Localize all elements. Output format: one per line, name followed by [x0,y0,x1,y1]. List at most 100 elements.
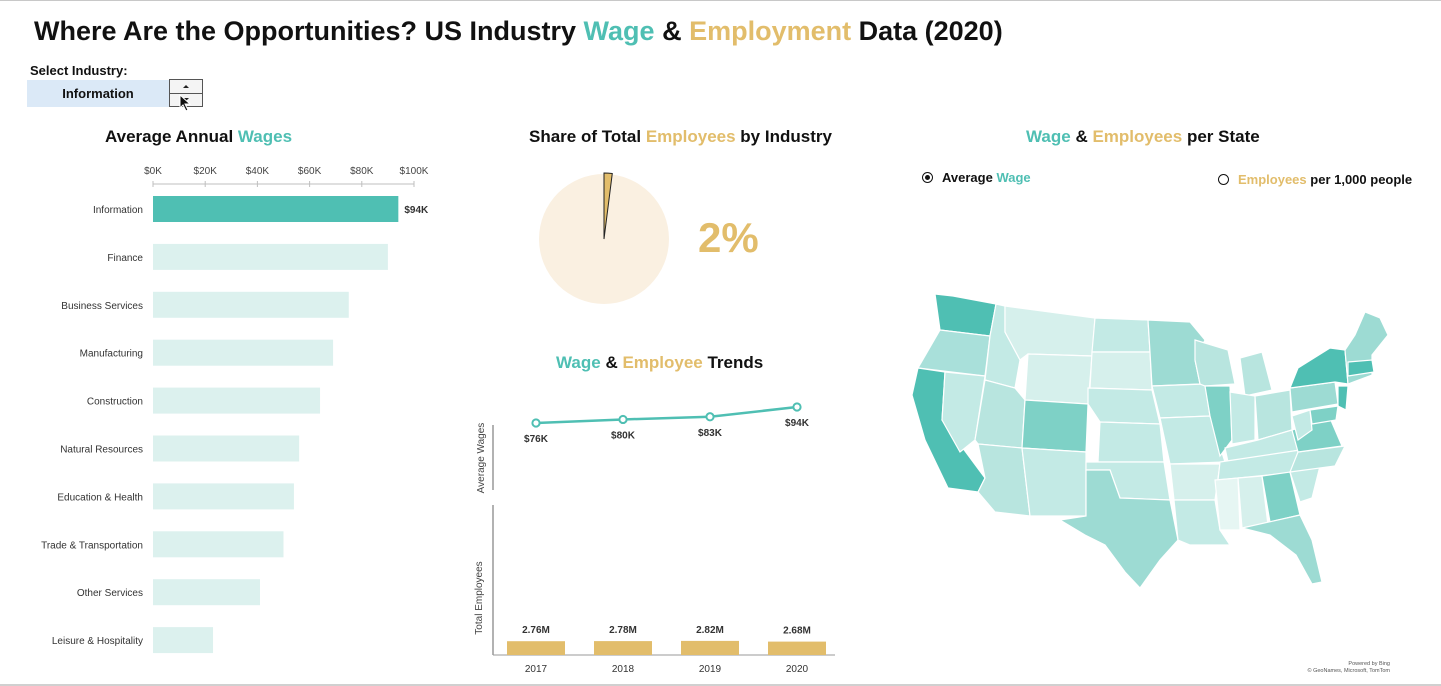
employees-x-tick-label: 2019 [699,664,722,675]
state-in [1229,391,1256,445]
state-tx [1058,469,1179,589]
wages-chart-title: Average Annual Wages [105,127,292,147]
wages-x-tick-label: $0K [144,166,162,177]
wage-trend-line [535,405,798,425]
map-credit-line1: Powered by Bing [1348,661,1390,667]
radio-selected-icon[interactable] [922,172,933,184]
radio-emp-label-a: Employees [1238,172,1307,187]
share-title-b: Employees [645,127,736,146]
state-title-c: Employees [1092,127,1183,146]
state-nm [1021,447,1087,517]
wages-bar [153,627,214,654]
employees-bar [594,641,652,655]
wages-bar [153,435,300,462]
state-title-a: Wage [1026,127,1071,146]
wage-trend-point [705,412,715,422]
employees-bar-label: 2.82M [696,625,724,636]
state-ia [1151,383,1211,419]
state-fl [1241,514,1323,585]
state-ms [1214,477,1241,531]
share-title-c: by Industry [735,127,832,146]
title-text-2: Data (2020) [851,16,1003,46]
wage-trend-point [792,402,802,412]
employees-bar-label: 2.78M [609,625,637,636]
radio-emp-label-b: per 1,000 people [1306,172,1413,187]
wages-x-tick-label: $60K [298,166,322,177]
wage-trend-label: $76K [524,434,549,445]
title-employment-word: Employment [689,16,852,46]
industry-value-field[interactable]: Information [27,80,169,107]
radio-employees-per-1000[interactable]: Employees per 1,000 people [1218,172,1412,187]
state-mi [1239,351,1273,397]
wages-title-b: Wages [237,127,293,146]
wages-x-tick-label: $40K [246,166,270,177]
trend-title-d: Trends [702,353,764,372]
wage-trend-label: $80K [611,430,636,441]
state-wa [934,293,997,337]
state-map-title: Wage & Employees per State [1026,127,1260,147]
state-wv [1291,409,1313,442]
wages-bar [153,243,388,270]
page-title: Where Are the Opportunities? US Industry… [34,16,1003,47]
employees-y-axis-label: Total Employees [474,561,485,634]
pie-slice-selected [603,172,613,240]
wages-category-label: Information [93,205,143,216]
employees-x-tick-label: 2018 [612,664,635,675]
state-ks [1097,421,1165,463]
state-wi [1194,339,1236,387]
bottom-border [0,684,1441,686]
map-credit: Powered by Bing © GeoNames, Microsoft, To… [1290,661,1391,675]
state-md [1309,405,1339,425]
radio-wage-label-b: Wage [996,170,1031,185]
wages-bar [153,579,261,606]
employees-bar-label: 2.68M [783,626,811,637]
wages-category-label: Trade & Transportation [41,540,143,551]
wage-trend-label: $83K [698,428,723,439]
share-percent-label: 2% [698,214,759,261]
wages-title-a: Average Annual [105,127,238,146]
wage-y-axis-label: Average Wages [476,423,487,494]
trend-chart-title: Wage & Employee Trends [556,353,763,373]
wage-trend-label: $94K [785,418,810,429]
select-industry-label: Select Industry: [30,63,128,78]
state-title-b: & [1070,127,1093,146]
wages-category-label: Finance [107,253,143,264]
radio-unselected-icon[interactable] [1218,174,1229,186]
employees-bar [507,641,565,655]
wages-bar [153,339,334,366]
state-ne [1087,387,1161,425]
state-co [1021,399,1089,453]
trend-title-b: & [600,353,623,372]
state-mt [1004,305,1096,361]
wages-x-tick-label: $20K [194,166,218,177]
state-nd [1091,317,1151,353]
share-chart-title: Share of Total Employees by Industry [529,127,832,147]
title-ampersand: & [654,16,690,46]
wages-category-label: Other Services [77,588,143,599]
title-wage-word: Wage [583,16,655,46]
wages-bar [153,531,284,558]
spin-up-button[interactable] [170,80,202,93]
wages-category-label: Education & Health [57,492,143,503]
state-sd [1089,351,1153,391]
wages-category-label: Business Services [61,301,143,312]
share-title-a: Share of Total [529,127,646,146]
employees-bar [681,640,739,655]
wages-category-label: Leisure & Hospitality [52,636,143,647]
employees-bar-label: 2.76M [522,625,550,636]
mouse-cursor-icon [179,94,192,112]
wages-bar [153,387,321,414]
wages-category-label: Manufacturing [80,349,143,360]
radio-wage-label-a: Average [942,170,997,185]
up-arrow-icon [183,85,189,88]
employees-x-tick-label: 2020 [786,664,809,675]
wages-bar [153,291,349,318]
radio-average-wage[interactable]: Average Wage [922,170,1031,185]
state-nv [941,371,986,453]
employees-x-tick-label: 2017 [525,664,548,675]
wages-category-label: Construction [87,397,143,408]
